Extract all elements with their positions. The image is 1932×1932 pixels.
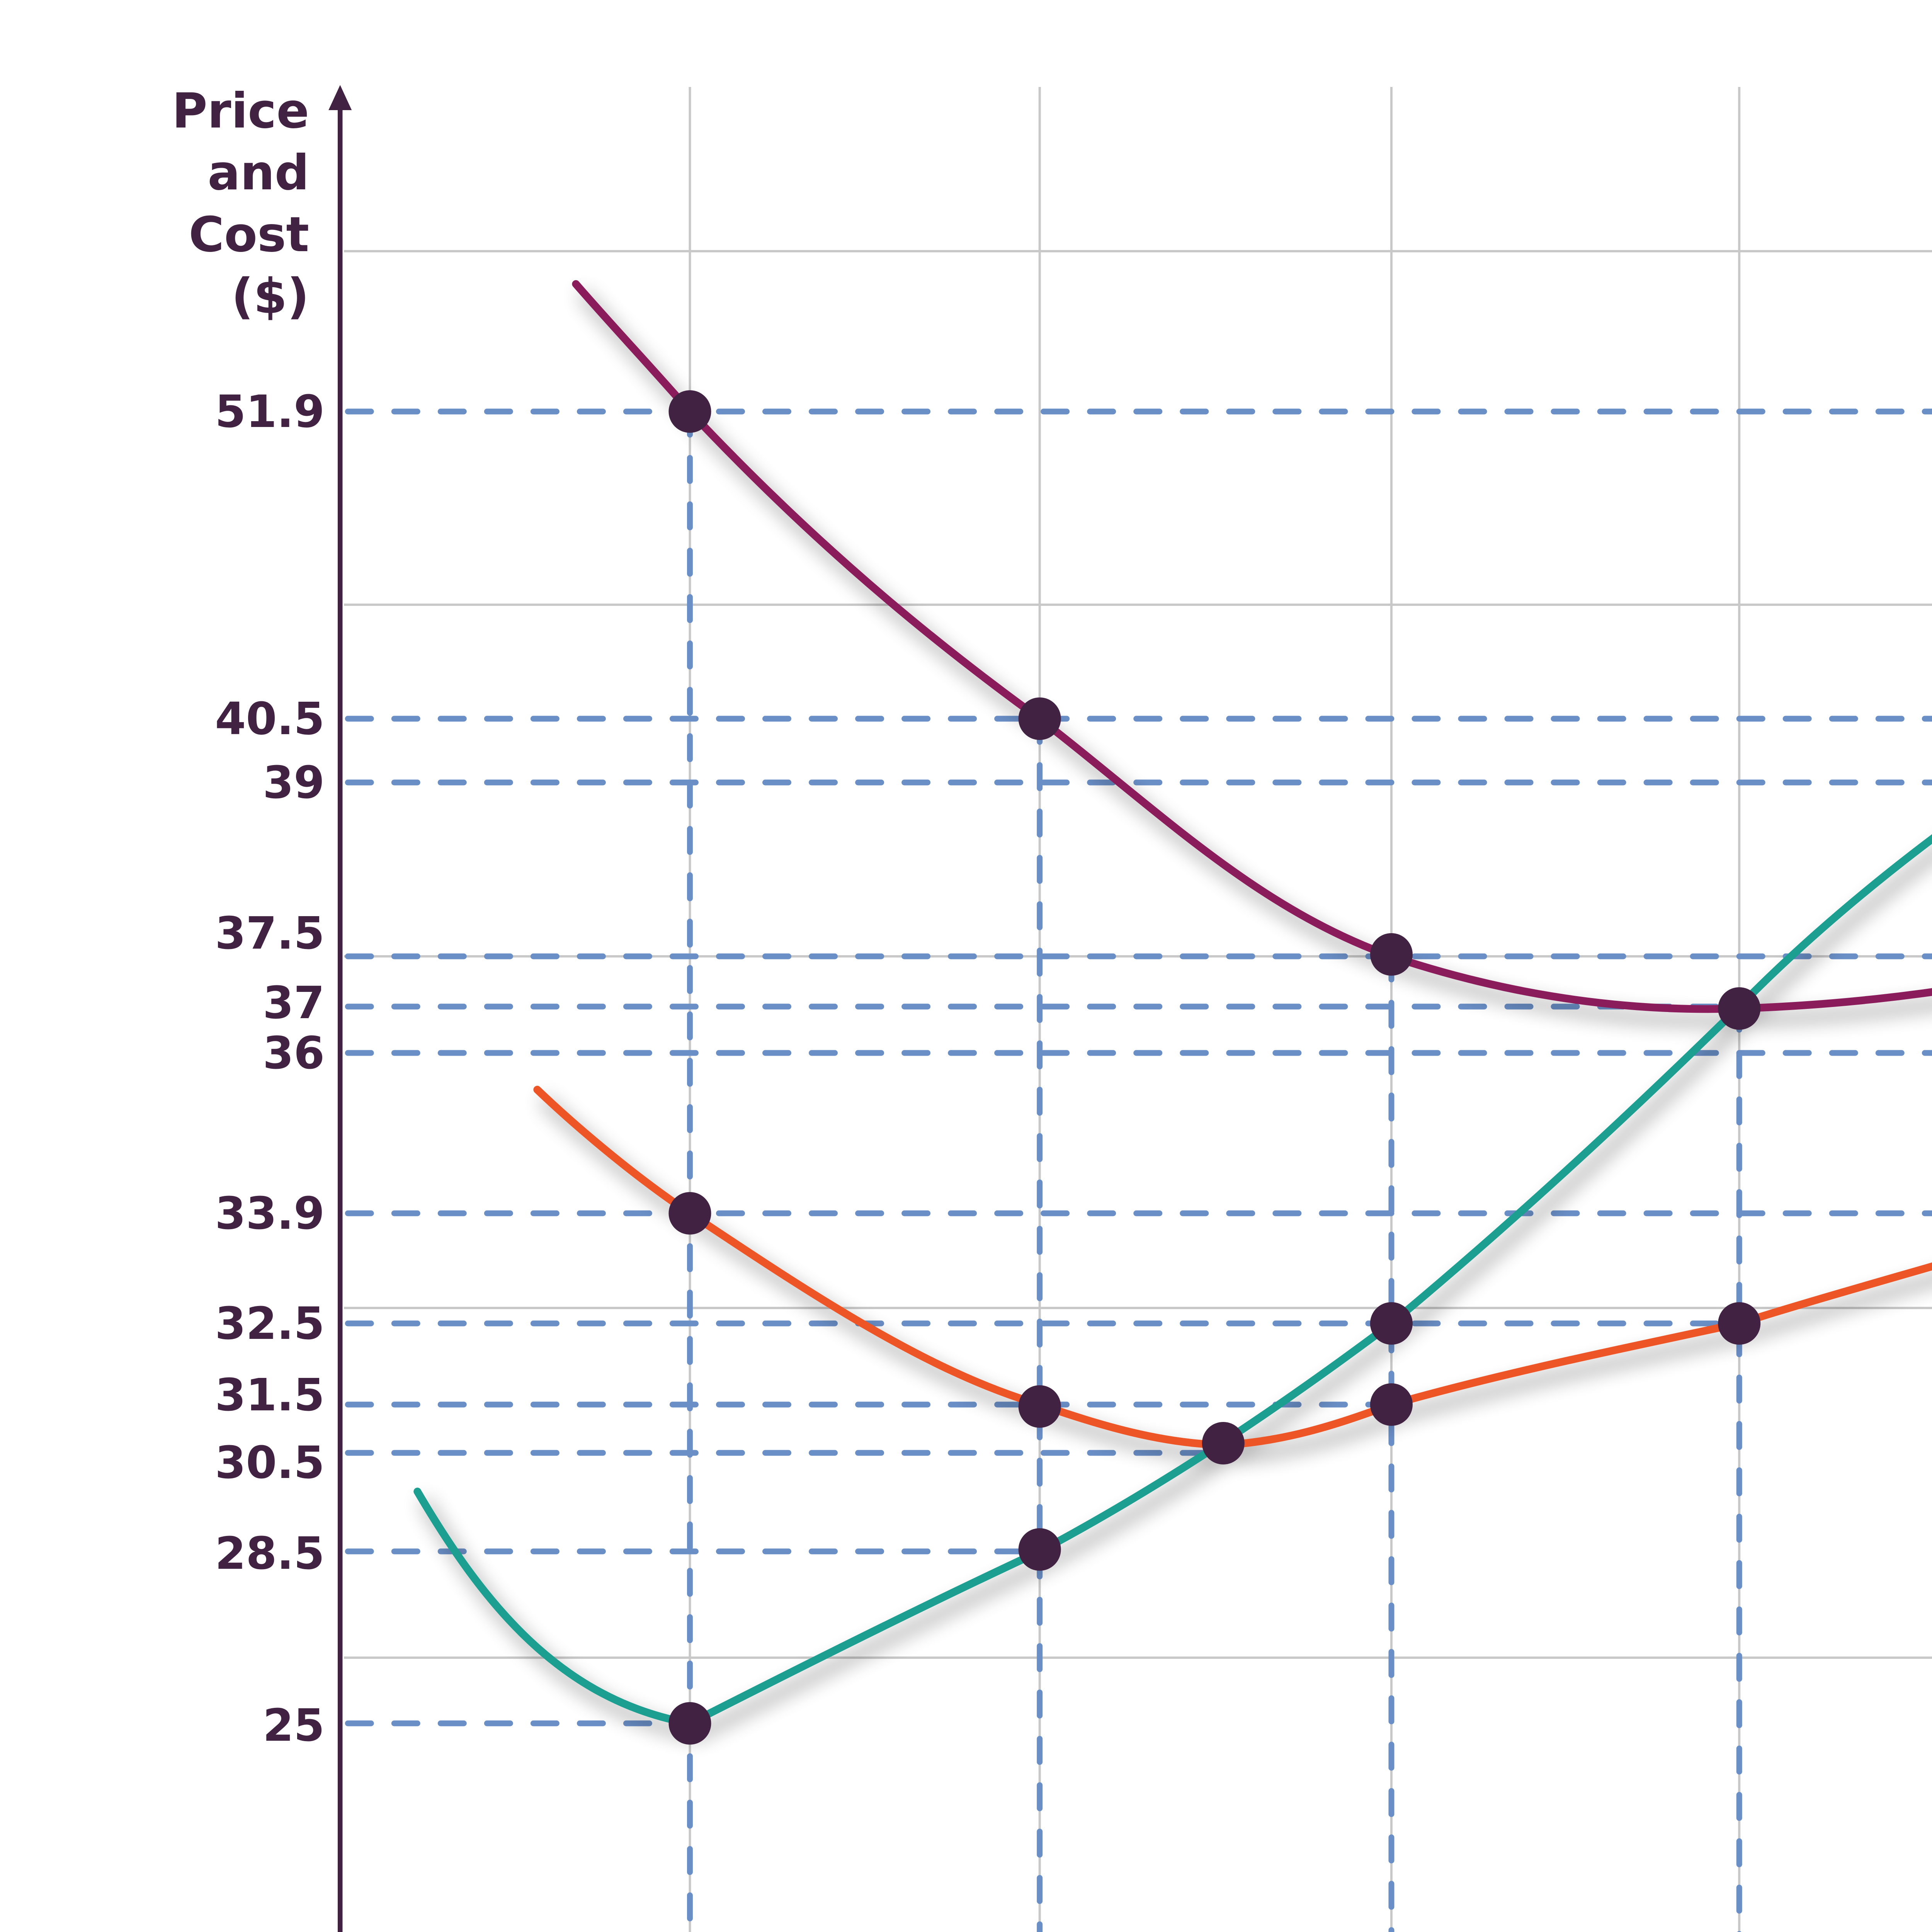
mc-curve xyxy=(413,834,1932,1728)
svg-text:($): ($) xyxy=(231,269,309,325)
y-tick-labels: 51.9 40.5 39 37.5 37 36 33.9 32.5 31.5 3… xyxy=(215,386,325,1752)
point-avc-40 xyxy=(1718,1302,1761,1345)
point-avc-mc-min xyxy=(1202,1422,1245,1464)
point-avc-20 xyxy=(1018,1385,1061,1428)
y-tick: 37 xyxy=(263,977,325,1029)
y-tick: 28.5 xyxy=(215,1528,325,1580)
axes xyxy=(328,85,352,1932)
y-tick: 40.5 xyxy=(215,693,325,745)
point-avc-10 xyxy=(668,1192,711,1235)
y-tick: 32.5 xyxy=(215,1298,325,1350)
y-tick: 39 xyxy=(263,757,325,809)
y-tick: 51.9 xyxy=(215,386,325,438)
y-axis-arrow-icon xyxy=(328,85,352,110)
svg-text:Price: Price xyxy=(172,83,309,139)
point-atc-mc-40 xyxy=(1718,987,1761,1030)
y-tick: 30.5 xyxy=(215,1437,325,1489)
y-tick: 36 xyxy=(263,1027,325,1079)
point-avc-30 xyxy=(1370,1383,1413,1426)
y-tick: 25 xyxy=(263,1700,325,1752)
point-atc-20 xyxy=(1018,697,1061,740)
y-axis-title: Price and Cost ($) xyxy=(172,83,309,325)
svg-text:Cost: Cost xyxy=(189,207,309,263)
point-mc-30 xyxy=(1370,1302,1413,1345)
avc-curve xyxy=(533,1086,1932,1449)
point-mc-10 xyxy=(668,1702,711,1745)
data-points xyxy=(668,390,1761,1745)
point-atc-30 xyxy=(1370,933,1413,976)
svg-text:and: and xyxy=(207,145,309,201)
y-tick: 37.5 xyxy=(215,908,325,959)
y-tick: 33.9 xyxy=(215,1188,325,1240)
guide-lines xyxy=(345,408,1932,1932)
atc-curve xyxy=(572,280,1932,1013)
point-atc-10 xyxy=(668,390,711,433)
y-tick: 31.5 xyxy=(215,1369,325,1421)
point-mc-20 xyxy=(1018,1528,1061,1571)
